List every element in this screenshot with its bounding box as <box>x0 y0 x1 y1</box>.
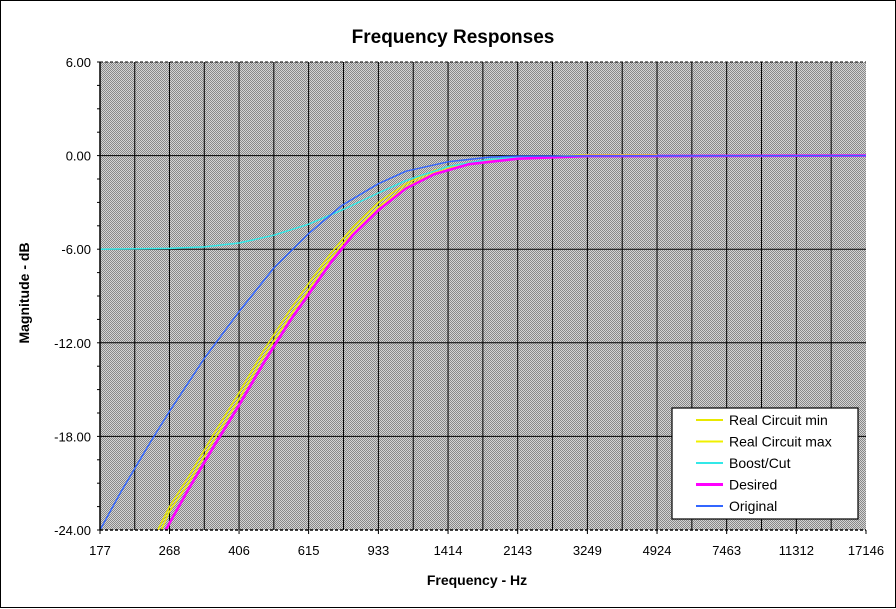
series-line-boost-cut <box>100 154 866 250</box>
chart-title: Frequency Responses <box>352 27 555 48</box>
x-tick-label: 11312 <box>779 543 814 558</box>
x-tick-label: 268 <box>159 543 181 558</box>
y-tick-labels: 6.00 0.00 -6.00 -12.00 -18.00 -24.00 <box>54 55 91 538</box>
y-tick-label: -18.00 <box>54 429 91 444</box>
x-tick-label: 1414 <box>434 543 463 558</box>
legend: Real Circuit min Real Circuit max Boost/Cu… <box>671 407 859 520</box>
x-tick-label: 7463 <box>712 543 741 558</box>
legend-label: Real Circuit min <box>729 412 828 428</box>
x-tick-label: 615 <box>298 543 320 558</box>
x-tick-label: 4924 <box>643 543 672 558</box>
x-axis-title: Frequency - Hz <box>427 572 527 588</box>
x-tick-label: 17146 <box>848 543 884 558</box>
x-tick-label: 177 <box>89 543 111 558</box>
legend-label: Desired <box>729 477 777 493</box>
y-tick-label: 0.00 <box>66 149 91 164</box>
y-tick-label: -12.00 <box>54 336 91 351</box>
series-line-desired <box>164 154 866 530</box>
series-line-original <box>100 154 866 530</box>
y-tick-label: -24.00 <box>54 523 91 538</box>
x-tick-labels: 177 268 406 615 933 1414 2143 3249 4924 7463 11312… <box>89 543 884 558</box>
x-tick-label: 406 <box>228 543 250 558</box>
legend-label: Real Circuit max <box>729 434 832 450</box>
y-axis-title: Magnitude - dB <box>16 242 32 343</box>
series-layer <box>100 154 866 530</box>
x-tick-label: 933 <box>368 543 390 558</box>
y-tick-label: 6.00 <box>66 55 91 70</box>
x-tick-label: 2143 <box>503 543 532 558</box>
legend-label: Original <box>729 498 777 514</box>
y-tick-label: -6.00 <box>61 242 91 257</box>
axes <box>97 61 867 534</box>
legend-label: Boost/Cut <box>729 455 791 471</box>
x-tick-label: 3249 <box>573 543 602 558</box>
